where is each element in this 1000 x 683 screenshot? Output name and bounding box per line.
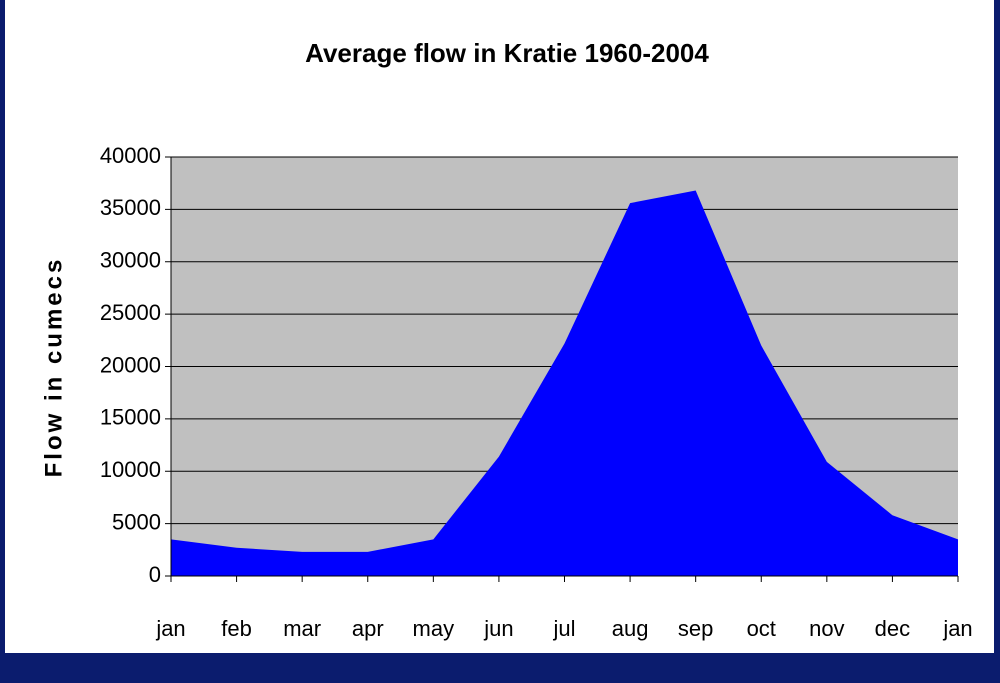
y-tick-label: 0	[149, 562, 161, 587]
y-tick-label: 30000	[100, 248, 161, 273]
y-tick-label: 15000	[100, 405, 161, 430]
x-tick-label: sep	[678, 616, 713, 641]
x-tick-label: mar	[283, 616, 321, 641]
x-tick-label: nov	[809, 616, 844, 641]
y-axis-label: Flow in cumecs	[40, 257, 67, 478]
x-tick-label: jun	[483, 616, 513, 641]
y-tick-label: 25000	[100, 300, 161, 325]
x-tick-label: jul	[552, 616, 575, 641]
chart-title: Average flow in Kratie 1960-2004	[305, 38, 709, 68]
y-tick-label: 20000	[100, 352, 161, 377]
x-tick-label: jan	[942, 616, 972, 641]
x-tick-label: aug	[612, 616, 649, 641]
x-tick-label: oct	[747, 616, 776, 641]
y-tick-label: 5000	[112, 509, 161, 534]
x-tick-label: may	[413, 616, 455, 641]
y-tick-label: 40000	[100, 143, 161, 168]
x-tick-label: jan	[155, 616, 185, 641]
x-tick-label: dec	[875, 616, 910, 641]
x-tick-label: apr	[352, 616, 384, 641]
y-tick-label: 10000	[100, 457, 161, 482]
y-tick-label: 35000	[100, 195, 161, 220]
x-tick-label: feb	[221, 616, 252, 641]
area	[171, 190, 958, 576]
